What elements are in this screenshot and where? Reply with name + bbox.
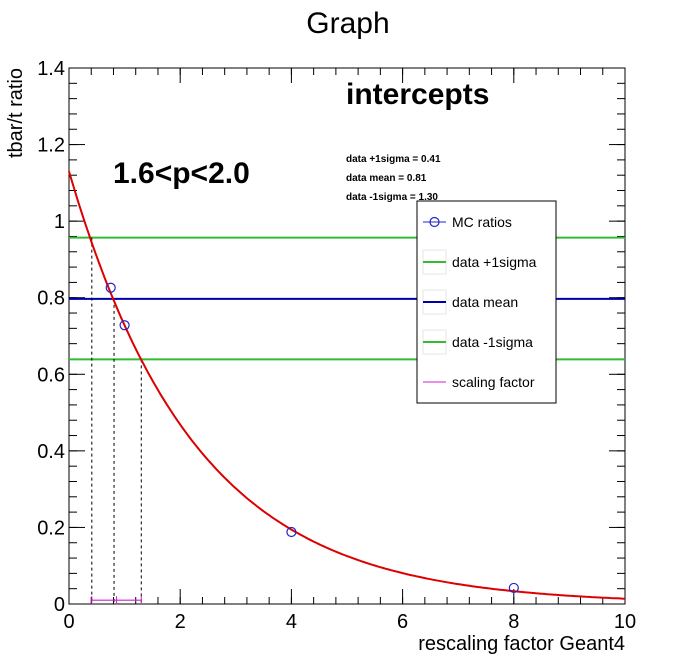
- y-tick-label: 1.2: [37, 135, 65, 157]
- y-tick-label: 0.8: [37, 288, 65, 310]
- x-tick-label: 4: [286, 611, 297, 633]
- x-tick-label: 0: [63, 611, 74, 633]
- x-axis-label: rescaling factor Geant4: [418, 633, 625, 655]
- fit-curve: [68, 171, 626, 600]
- intercepts-heading: intercepts: [346, 78, 489, 111]
- scaling-factor-bar: [91, 596, 142, 605]
- intercept-line-3: data -1sigma = 1.30: [346, 192, 438, 203]
- y-tick-label: 0.2: [37, 517, 65, 539]
- mc-point: [119, 320, 130, 331]
- y-axis-label: tbar/t ratio: [5, 68, 27, 158]
- intercept-droplines: [91, 237, 142, 604]
- plot-area: [68, 67, 626, 605]
- legend-swatch-marker: [429, 216, 440, 228]
- x-tick-label: 6: [397, 611, 408, 633]
- axis-ticks: 0 2 4 6 8 10 0 0.2 0.4 0.6 0.8 1 1.2 1.4: [37, 58, 636, 633]
- legend: MC ratios data +1sigma data mean data -1sig…: [416, 200, 557, 404]
- y-tick-label: 1: [54, 211, 65, 233]
- intercept-line-1: data +1sigma = 0.41: [346, 154, 441, 165]
- legend-label: MC ratios: [452, 214, 512, 230]
- mc-point: [105, 282, 116, 293]
- chart-title: Graph: [306, 7, 389, 40]
- y-tick-label: 0.4: [37, 441, 65, 463]
- y-tick-label: 0.6: [37, 364, 65, 386]
- legend-label: data +1sigma: [452, 254, 537, 270]
- mc-point: [286, 526, 297, 538]
- y-tick-label: 0: [54, 594, 65, 616]
- plot-frame: [68, 67, 626, 605]
- legend-label: data -1sigma: [452, 334, 533, 350]
- mc-point: [508, 582, 519, 594]
- momentum-label: 1.6<p<2.0: [113, 157, 250, 190]
- legend-label: data mean: [452, 294, 518, 310]
- legend-label: scaling factor: [452, 374, 535, 390]
- y-tick-label: 1.4: [37, 58, 65, 80]
- x-tick-label: 8: [508, 611, 519, 633]
- mc-points: [105, 282, 519, 594]
- x-tick-label: 2: [175, 611, 186, 633]
- intercept-line-2: data mean = 0.81: [346, 173, 427, 184]
- x-tick-label: 10: [614, 611, 636, 633]
